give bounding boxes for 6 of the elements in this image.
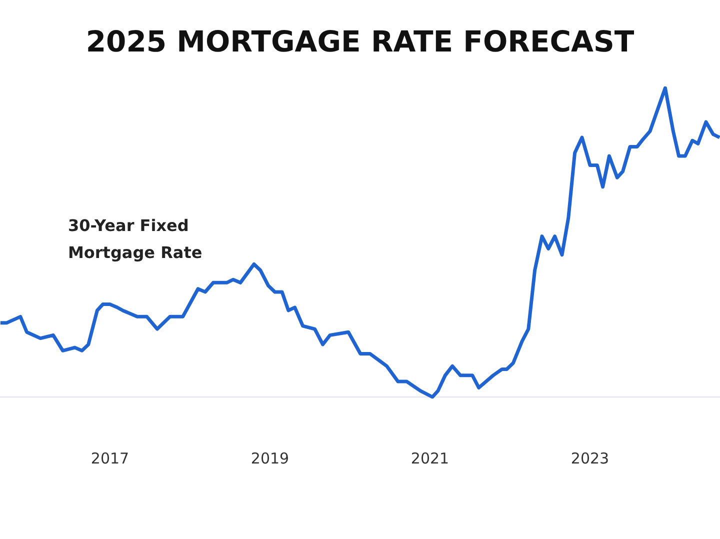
annotation: 30-Year Fixed Mortgage Rate bbox=[68, 216, 202, 262]
x-tick-label: 2021 bbox=[410, 450, 450, 468]
x-tick-label: 2019 bbox=[250, 450, 290, 468]
chart-title: 2025 MORTGAGE RATE FORECAST bbox=[86, 24, 634, 58]
x-tick-label: 2023 bbox=[570, 450, 610, 468]
x-tick-label: 2017 bbox=[90, 450, 130, 468]
